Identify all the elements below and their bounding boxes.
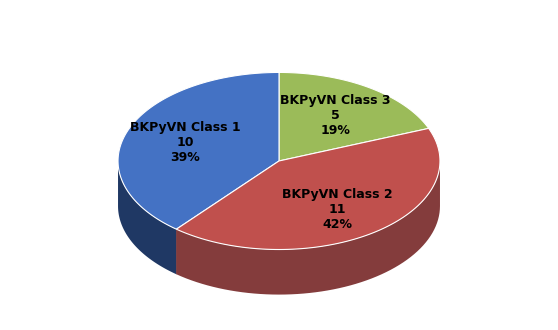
Text: BKPyVN Class 3
5
19%: BKPyVN Class 3 5 19% — [280, 94, 391, 137]
Polygon shape — [279, 73, 429, 161]
Polygon shape — [176, 161, 279, 274]
Text: BKPyVN Class 2
11
42%: BKPyVN Class 2 11 42% — [282, 188, 393, 231]
Polygon shape — [118, 161, 176, 274]
Polygon shape — [176, 161, 279, 274]
Polygon shape — [176, 161, 440, 295]
Text: BKPyVN Class 1
10
39%: BKPyVN Class 1 10 39% — [130, 121, 240, 164]
Polygon shape — [176, 128, 440, 249]
Polygon shape — [118, 73, 279, 229]
